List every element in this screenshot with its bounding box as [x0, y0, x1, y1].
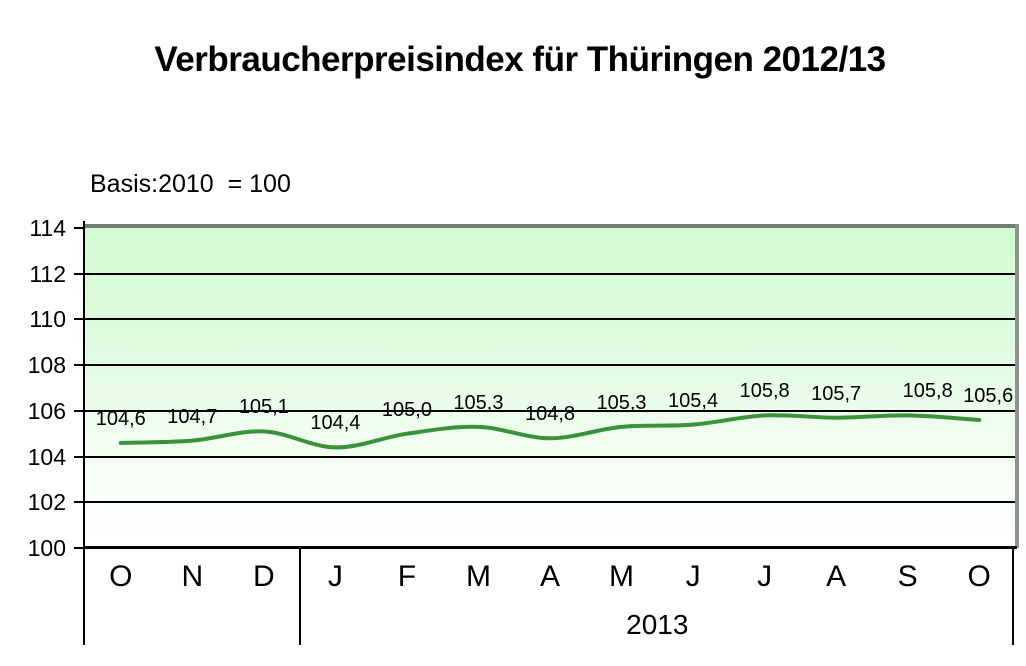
- y-tick-mark: [74, 455, 84, 458]
- chart-title: Verbraucherpreisindex für Thüringen 2012…: [154, 40, 886, 79]
- y-tick-mark: [74, 364, 84, 367]
- year-label: 2013: [626, 609, 689, 640]
- y-tick-label: 104: [27, 443, 66, 470]
- y-tick-label: 114: [29, 215, 66, 241]
- data-label: 104,4: [310, 412, 361, 435]
- y-tick-label: 108: [27, 352, 66, 379]
- x-tick-label: A: [826, 560, 847, 593]
- x-tick-label: D: [253, 560, 275, 593]
- x-tick-label: M: [609, 560, 635, 593]
- data-label: 105,6: [963, 385, 1014, 407]
- data-label: 104,6: [95, 407, 146, 430]
- y-tick-label: 110: [29, 306, 66, 333]
- series-line-layer: [118, 413, 982, 450]
- x-tick-label: F: [397, 560, 417, 593]
- x-axis-line: [83, 546, 1017, 549]
- gridline: [85, 409, 1015, 412]
- y-tick-mark: [74, 227, 84, 229]
- x-tick-label: S: [897, 560, 918, 593]
- gridline: [85, 364, 1015, 367]
- y-tick-mark: [74, 272, 84, 275]
- gridline: [85, 318, 1015, 321]
- x-axis-right-line: [1012, 549, 1014, 645]
- x-tick-label: O: [109, 560, 133, 593]
- x-tick-label: O: [967, 560, 991, 593]
- gridline: [85, 455, 1015, 458]
- y-tick-label: 100: [27, 535, 66, 561]
- data-label: 105,7: [811, 382, 862, 405]
- x-tick-label: J: [757, 560, 773, 593]
- data-label: 105,8: [739, 380, 790, 403]
- x-tick-label: A: [539, 560, 560, 593]
- y-tick-mark: [74, 409, 84, 412]
- year-separator-line: [299, 549, 301, 645]
- series-line: [118, 413, 982, 450]
- plot-border-top: [84, 224, 1018, 228]
- gridline: [85, 272, 1015, 275]
- data-label: 105,1: [238, 396, 289, 419]
- data-label: 104,8: [524, 403, 576, 426]
- y-axis-line: [83, 221, 85, 645]
- x-tick-label: N: [181, 560, 204, 593]
- y-tick-mark: [74, 547, 84, 549]
- data-label: 105,4: [668, 389, 719, 412]
- gridline: [85, 501, 1015, 504]
- y-tick-mark: [74, 501, 84, 504]
- y-tick-mark: [74, 318, 84, 321]
- y-tick-label: 106: [27, 397, 66, 424]
- plot-area: [85, 228, 1015, 548]
- x-tick-label: J: [327, 560, 343, 593]
- data-label: 104,7: [167, 405, 218, 428]
- basis-note: Basis:2010 = 100: [90, 170, 291, 198]
- data-label: 105,8: [902, 380, 953, 403]
- x-tick-label: M: [465, 560, 491, 593]
- data-label: 105,3: [596, 391, 647, 414]
- data-label: 105,0: [381, 398, 432, 421]
- y-tick-label: 112: [29, 260, 66, 287]
- plot-border-right: [1015, 224, 1019, 548]
- data-label: 105,3: [453, 391, 504, 414]
- x-tick-label: J: [685, 560, 701, 593]
- y-tick-label: 102: [27, 489, 66, 516]
